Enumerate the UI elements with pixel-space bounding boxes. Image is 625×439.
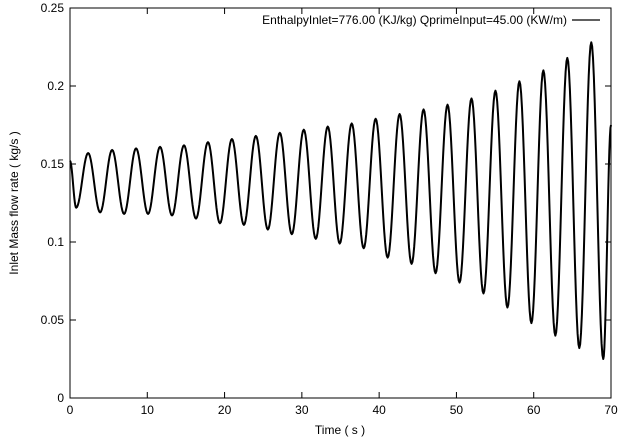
x-tick-label: 10 <box>141 403 155 417</box>
axis-ticks: 0 10 20 30 40 50 60 70 0 0.05 0.1 0.15 0.2 0.25 <box>41 1 618 417</box>
plot-frame <box>69 7 612 399</box>
x-tick-label: 30 <box>295 403 309 417</box>
series-line <box>69 41 612 360</box>
y-axis-title: Inlet Mass flow rate ( kg/s ) <box>7 131 21 274</box>
x-tick-label: 0 <box>67 403 74 417</box>
y-tick-label: 0 <box>57 391 64 405</box>
legend-entry-label: EnthalpyInlet=776.00 (KJ/kg) QprimeInput… <box>262 13 567 27</box>
y-tick-label: 0.05 <box>41 313 65 327</box>
series-group <box>69 41 612 360</box>
y-tick-label: 0.15 <box>41 157 65 171</box>
x-tick-label: 20 <box>218 403 232 417</box>
legend: EnthalpyInlet=776.00 (KJ/kg) QprimeInput… <box>262 13 600 27</box>
x-axis-title: Time ( s ) <box>315 423 365 437</box>
x-tick-label: 40 <box>372 403 386 417</box>
x-tick-label: 60 <box>527 403 541 417</box>
x-tick-label: 70 <box>604 403 618 417</box>
y-tick-label: 0.25 <box>41 1 65 15</box>
x-tick-label: 50 <box>450 403 464 417</box>
y-tick-label: 0.1 <box>47 235 64 249</box>
y-tick-label: 0.2 <box>47 79 64 93</box>
